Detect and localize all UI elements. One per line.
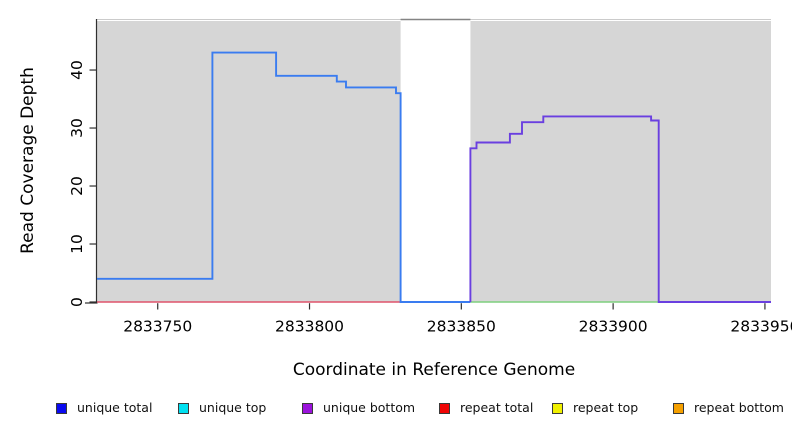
x-tick-label: 2833850 (427, 318, 496, 336)
x-tick-label: 2833950 (730, 318, 792, 336)
y-axis-title: Read Coverage Depth (18, 67, 38, 254)
shaded-left-region (97, 21, 401, 303)
unique-bottom-line (469, 115, 771, 303)
axis-layer: 0 10 20 30 40 2833750 2833800 2833850 2833900 283… (68, 19, 792, 336)
y-tick-label: 30 (68, 118, 86, 138)
y-tick-label: 0 (68, 297, 86, 307)
y-tick-label: 10 (68, 234, 86, 254)
plot-background-layer (97, 18, 771, 303)
x-tick-label: 2833800 (275, 318, 344, 336)
shaded-right-region (470, 21, 771, 303)
series-layer (97, 51, 771, 303)
x-tick-label: 2833750 (123, 318, 192, 336)
y-tick-label: 20 (68, 176, 86, 196)
y-tick-label: 40 (68, 60, 86, 80)
unique-total-line (97, 51, 471, 303)
x-tick-label: 2833900 (579, 318, 648, 336)
x-axis-title: Coordinate in Reference Genome (293, 360, 575, 380)
